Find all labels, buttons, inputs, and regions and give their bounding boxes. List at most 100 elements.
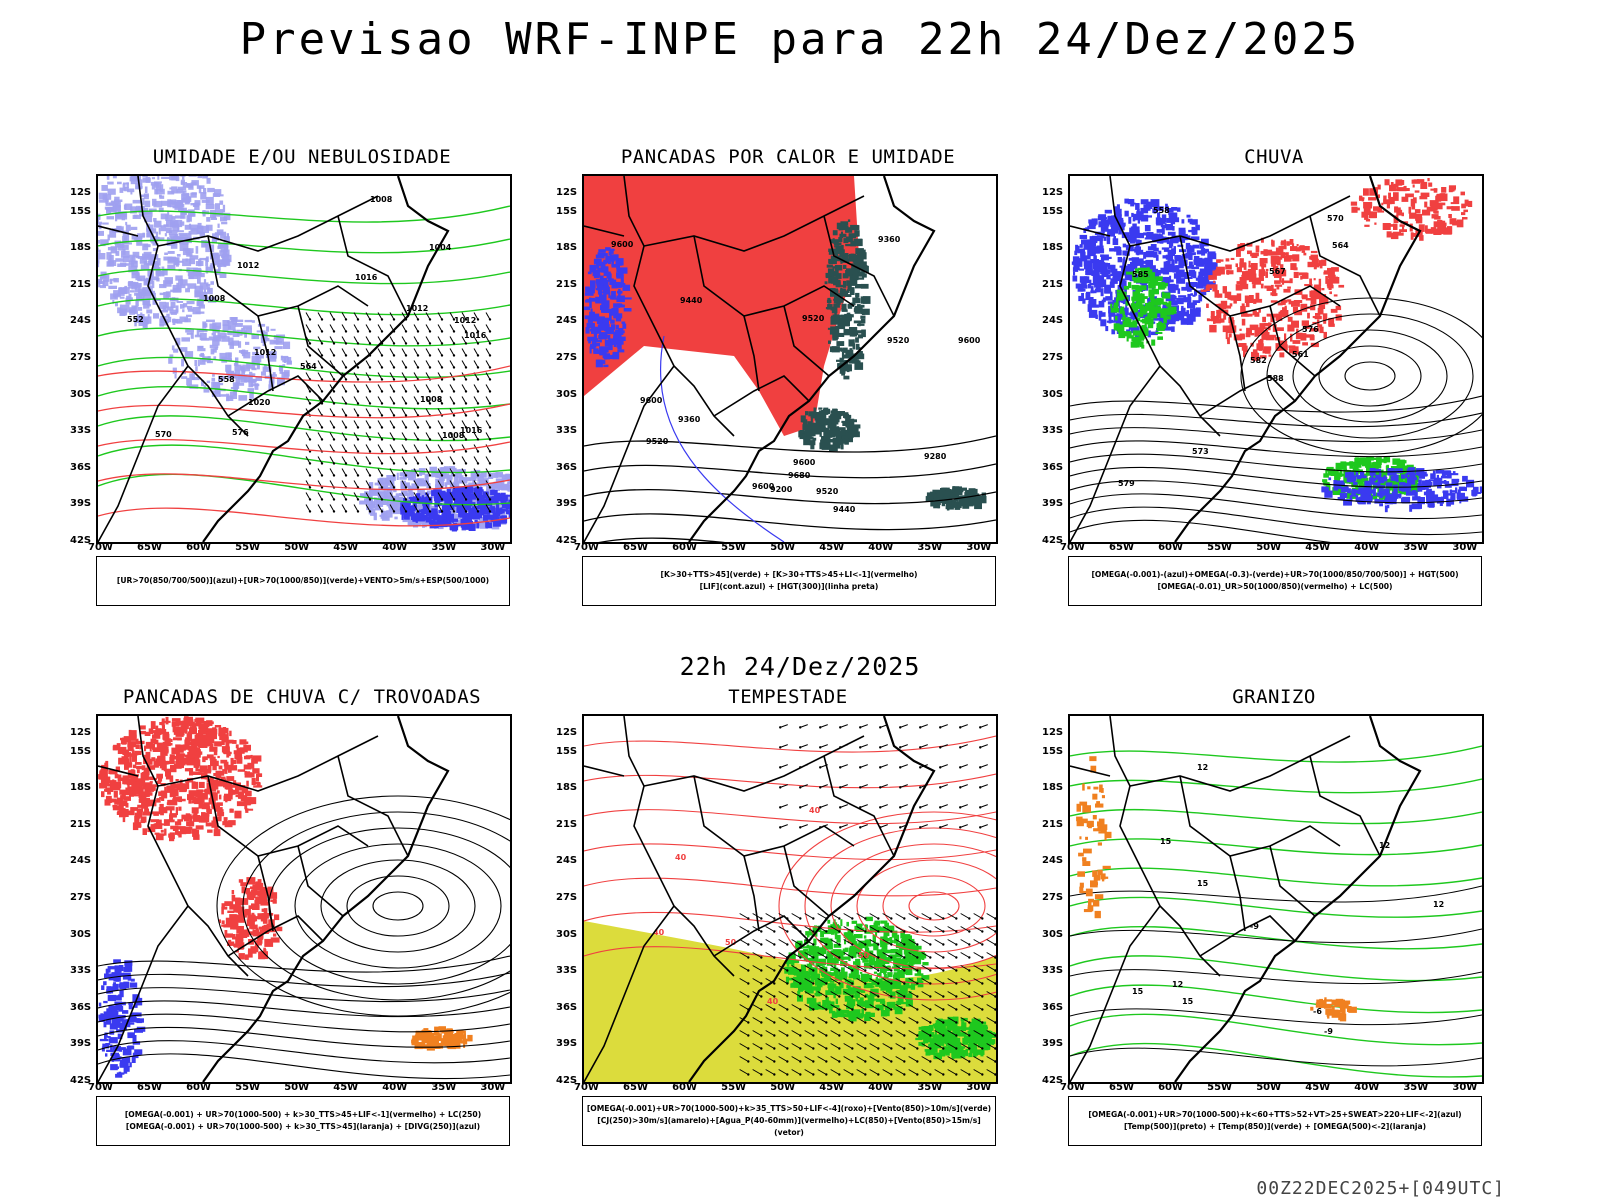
- lat-label: 33S: [556, 425, 578, 437]
- field-cell: [223, 357, 232, 362]
- field-cell: [453, 486, 457, 491]
- field-cell: [1434, 477, 1443, 481]
- field-cell: [616, 272, 624, 277]
- field-cell: [120, 262, 127, 266]
- field-cell: [1162, 268, 1170, 275]
- field-cell: [817, 413, 827, 420]
- field-cell: [1262, 316, 1266, 323]
- field-cell: [1434, 230, 1442, 234]
- wind-vector-head: [392, 438, 396, 441]
- field-cell: [158, 227, 161, 235]
- field-cell: [1414, 190, 1420, 193]
- field-cell: [1371, 473, 1374, 479]
- field-cell: [845, 236, 853, 243]
- wind-vector: [341, 324, 347, 332]
- wind-vector: [425, 336, 431, 344]
- field-cell: [430, 519, 436, 526]
- wind-vector: [461, 312, 467, 320]
- field-cell: [181, 376, 188, 379]
- field-cell: [1417, 497, 1425, 505]
- field-cell: [139, 811, 143, 818]
- field-cell: [1296, 328, 1299, 333]
- field-cell: [213, 356, 217, 360]
- field-cell: [1382, 223, 1391, 230]
- field-cell: [135, 236, 143, 240]
- field-cell: [1157, 221, 1166, 224]
- field-cell: [209, 779, 219, 788]
- field-cell: [270, 328, 276, 331]
- field-cell: [231, 340, 239, 346]
- field-cell: [1073, 271, 1076, 276]
- field-cell: [1215, 303, 1224, 307]
- field-cell: [824, 439, 827, 443]
- field-cell: [1134, 335, 1138, 338]
- field-cell: [185, 288, 190, 293]
- field-cell: [155, 262, 159, 271]
- field-cell: [166, 237, 171, 241]
- field-cell: [1261, 237, 1264, 243]
- field-cell: [1315, 313, 1321, 316]
- wind-vector: [353, 480, 359, 488]
- field-cell: [1275, 313, 1283, 321]
- field-cell: [1087, 225, 1096, 230]
- field-cell: [1080, 251, 1086, 259]
- field-cell: [287, 357, 292, 365]
- field-cell: [620, 274, 624, 282]
- field-cell: [443, 466, 449, 470]
- field-cell: [855, 292, 860, 298]
- field-cell: [501, 483, 509, 491]
- field-cell: [143, 251, 152, 259]
- field-cell: [1201, 258, 1205, 265]
- field-cell: [1401, 488, 1408, 492]
- field-cell: [185, 329, 194, 333]
- wind-vector-head: [344, 510, 348, 513]
- field-cell: [138, 791, 144, 799]
- wind-vector: [305, 504, 311, 512]
- field-cell: [1422, 209, 1431, 216]
- field-cell: [1457, 492, 1465, 500]
- field-cell: [1155, 276, 1163, 282]
- field-cell: [152, 248, 158, 252]
- field-cell: [240, 365, 244, 370]
- border-line: [1309, 215, 1381, 317]
- wind-vector: [437, 312, 443, 320]
- field-cell: [1279, 352, 1285, 358]
- wind-vector: [329, 468, 335, 476]
- field-cell: [1091, 299, 1097, 305]
- wind-vector: [413, 336, 419, 344]
- field-cell: [359, 500, 368, 505]
- field-cell: [131, 176, 136, 179]
- field-cell: [155, 231, 158, 239]
- wind-vector: [401, 372, 407, 380]
- wind-vector: [413, 480, 419, 488]
- field-cell: [200, 192, 207, 200]
- field-cell: [1152, 317, 1161, 321]
- field-cell: [833, 303, 840, 308]
- wind-vector: [449, 492, 455, 500]
- field-cell: [1276, 256, 1283, 260]
- lon-label: 50W: [770, 542, 796, 553]
- field-cell: [1217, 293, 1223, 298]
- contour-label: 1008: [203, 294, 226, 303]
- field-cell: [1195, 263, 1205, 267]
- wind-vector-head: [308, 438, 312, 441]
- field-cell: [1364, 457, 1371, 466]
- lat-label: 27S: [556, 352, 578, 363]
- field-cell: [1444, 483, 1452, 488]
- field-cell: [1276, 327, 1284, 331]
- border-line: [1199, 375, 1296, 417]
- field-cell: [1182, 254, 1190, 259]
- field-cell: [1126, 334, 1129, 342]
- field-cell: [104, 762, 107, 767]
- wind-vector: [425, 456, 431, 464]
- field-cell: [196, 230, 202, 234]
- field-cell: [1101, 219, 1110, 227]
- field-cell: [170, 289, 178, 293]
- field-cell: [860, 304, 865, 308]
- wind-vector-head: [404, 342, 408, 345]
- wind-vector: [365, 432, 371, 440]
- field-cell: [444, 484, 448, 489]
- wind-vector: [377, 348, 383, 356]
- wind-vector-head: [392, 402, 396, 405]
- wind-vector: [377, 408, 383, 416]
